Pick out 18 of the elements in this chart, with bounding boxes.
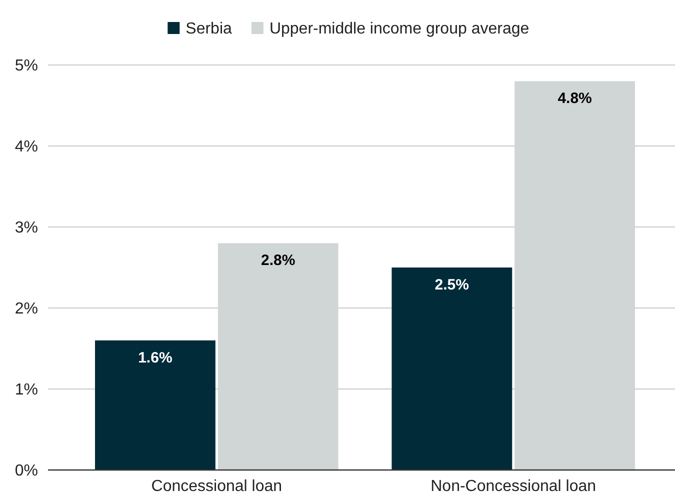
- y-tick-label: 5%: [14, 58, 38, 75]
- bar: [95, 340, 216, 470]
- bar: [514, 81, 635, 470]
- legend-label: Upper-middle income group average: [269, 20, 530, 38]
- data-label: 2.5%: [434, 276, 470, 294]
- y-tick-label: 4%: [14, 138, 38, 156]
- data-label: 4.8%: [558, 90, 592, 108]
- data-label: 1.6%: [138, 349, 172, 366]
- y-tick-label: 1%: [14, 382, 38, 399]
- x-tick-label: Concessional loan: [151, 478, 282, 495]
- y-tick-label: 0%: [14, 462, 38, 480]
- legend-label: Serbia: [186, 20, 232, 38]
- data-label: 2.8%: [260, 252, 296, 270]
- y-tick-label: 3%: [14, 220, 38, 237]
- bar: [218, 243, 338, 470]
- bar: [392, 268, 512, 470]
- x-tick-label: Non-Concessional loan: [430, 478, 596, 495]
- y-tick-label: 2%: [14, 300, 38, 318]
